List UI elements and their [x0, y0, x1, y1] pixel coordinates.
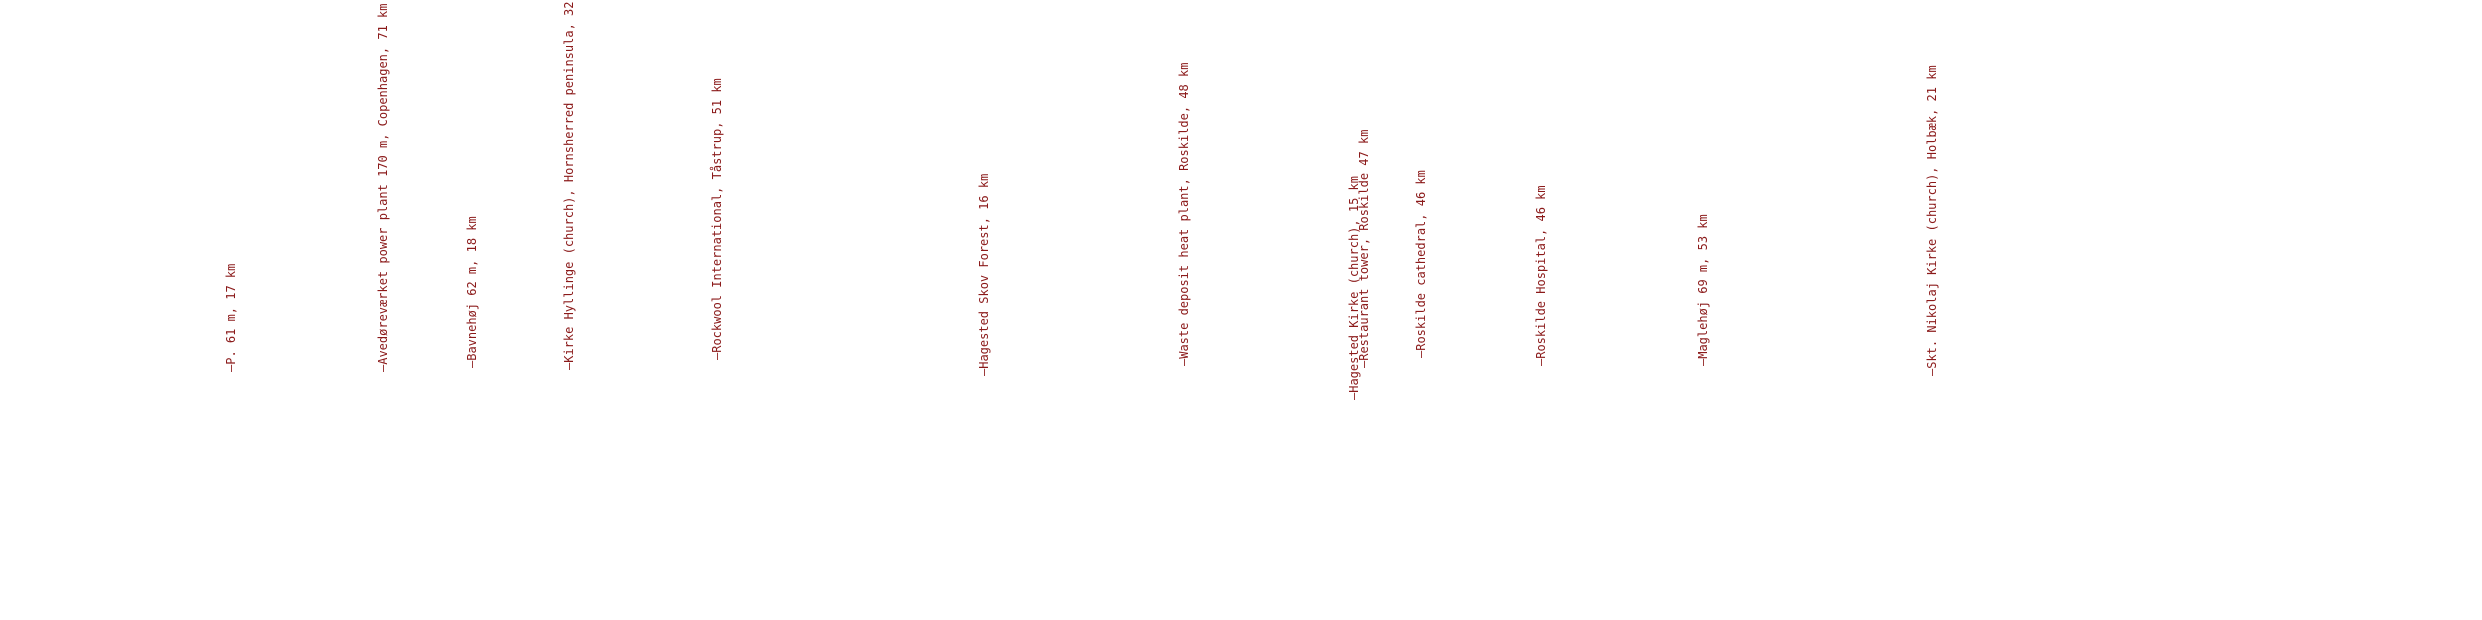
hospital-label: —Roskilde Hospital, 46 km — [1534, 185, 1548, 366]
skt-nikolaj-label: —Skt. Nikolaj Kirke (church), Holbæk, 21… — [1925, 65, 1939, 376]
restaurant-tower-label: —Restaurant tower, Roskilde 47 km — [1357, 129, 1371, 368]
skt-nikolaj-label-text: Skt. Nikolaj Kirke (church), Holbæk, 21 … — [1925, 65, 1939, 369]
hagested-skov-label-text: Hagested Skov Forest, 16 km — [977, 173, 991, 369]
cathedral-label: —Roskilde cathedral, 46 km — [1414, 170, 1428, 358]
maglehoj-label: —Maglehøj 69 m, 53 km — [1696, 214, 1710, 366]
bavnehoj-label: —Bavnehøj 62 m, 18 km — [465, 216, 479, 368]
peak-label-text: P. 61 m, 17 km — [224, 263, 238, 365]
rockwool-label-text: Rockwool International, Tåstrup, 51 km — [710, 78, 724, 353]
waste-plant-label: —Waste deposit heat plant, Roskilde, 48 … — [1177, 62, 1191, 366]
power-plant-label: —Avedøreværket power plant 170 m, Copenh… — [376, 3, 390, 372]
restaurant-tower-label-text: Restaurant tower, Roskilde 47 km — [1357, 129, 1371, 361]
hagested-skov-label: —Hagested Skov Forest, 16 km — [977, 173, 991, 376]
cathedral-label-text: Roskilde cathedral, 46 km — [1414, 170, 1428, 351]
peak-label: —P. 61 m, 17 km — [224, 263, 238, 372]
rockwool-label: —Rockwool International, Tåstrup, 51 km — [710, 78, 724, 360]
kirke-hyllinge-label-text: Kirke Hyllinge (church), Hornsherred pen… — [562, 0, 576, 363]
power-plant-label-text: Avedøreværket power plant 170 m, Copenha… — [376, 3, 390, 365]
waste-plant-label-text: Waste deposit heat plant, Roskilde, 48 k… — [1177, 62, 1191, 359]
bavnehoj-label-text: Bavnehøj 62 m, 18 km — [465, 216, 479, 361]
hospital-label-text: Roskilde Hospital, 46 km — [1534, 185, 1548, 359]
maglehoj-label-text: Maglehøj 69 m, 53 km — [1696, 214, 1710, 359]
kirke-hyllinge-label: —Kirke Hyllinge (church), Hornsherred pe… — [562, 0, 576, 370]
